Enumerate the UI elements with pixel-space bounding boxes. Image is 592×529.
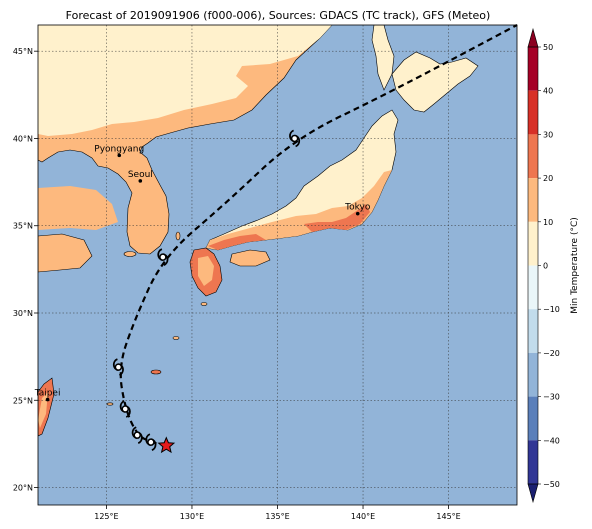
- colorbar-band: [528, 47, 538, 91]
- y-tick-label: 35°N: [13, 222, 33, 231]
- colorbar-tick-label: 20: [543, 174, 553, 183]
- colorbar-band: [528, 90, 538, 135]
- colorbar-band: [528, 352, 538, 397]
- x-tick-label: 135°E: [265, 512, 289, 521]
- y-tick-label: 45°N: [13, 47, 33, 56]
- typhoon-marker: [131, 426, 143, 445]
- colorbar-tick-label: 50: [543, 43, 553, 52]
- city-label: Tokyo: [344, 203, 371, 213]
- colorbar-tick-label: −40: [543, 436, 560, 445]
- honshu-hot-band: [304, 204, 370, 232]
- colorbar-tick-label: −30: [543, 393, 560, 402]
- colorbar-band: [528, 221, 538, 266]
- city-dot: [117, 153, 122, 158]
- okinawa-island: [150, 369, 162, 375]
- colorbar: 50 40 30 20 10 0 −10 −20 −30 −40 −50 Min Temperatur…: [527, 27, 580, 504]
- map-panel: Pyongyang Seoul Tokyo Taipei 125°E 130°E 135°…: [13, 24, 518, 521]
- typhoon-marker: [289, 129, 301, 148]
- colorbar-tick-label: 10: [543, 218, 553, 227]
- taiwan-inner: [38, 392, 48, 428]
- colorbar-band: [528, 309, 538, 353]
- city-dot: [355, 211, 360, 216]
- tsushima-island: [175, 231, 181, 241]
- grid: [38, 25, 517, 505]
- colorbar-tick-label: −50: [543, 480, 560, 489]
- lowland-coast-patch: [38, 186, 118, 230]
- x-tick-label: 130°E: [180, 512, 204, 521]
- mainland-cool-region: [38, 25, 332, 136]
- colorbar-tick-label: −20: [543, 349, 560, 358]
- colorbar-label: Min Temperature (°C): [570, 217, 580, 314]
- jeju-island: [123, 251, 137, 257]
- typhoon-marker: [112, 358, 124, 376]
- colorbar-tick-label: 0: [543, 262, 548, 271]
- china-south-coast: [38, 233, 93, 273]
- current-position-star-icon: [157, 436, 176, 454]
- x-tick-label: 145°E: [436, 512, 460, 521]
- y-tick-label: 30°N: [13, 309, 33, 318]
- city-label: Pyongyang: [94, 144, 144, 154]
- sakhalin: [371, 25, 395, 91]
- colorbar-band: [528, 440, 538, 484]
- track-line: [119, 24, 518, 447]
- hokkaido: [391, 51, 479, 113]
- colorbar-band: [528, 134, 538, 179]
- honshu-hot-band-west: [208, 234, 266, 250]
- colorbar-under-arrow: [527, 483, 539, 504]
- shikoku: [229, 249, 271, 267]
- typhoon-marker: [157, 248, 169, 266]
- colorbar-band: [528, 396, 538, 441]
- city-dot: [138, 179, 143, 183]
- city-dot: [45, 397, 50, 402]
- colorbar-band: [528, 265, 538, 310]
- city-label: Seoul: [128, 170, 153, 180]
- colorbar-over-arrow: [527, 27, 539, 48]
- city-label: Taipei: [34, 389, 61, 399]
- chart-title: Forecast of 2019091906 (f000-006), Sourc…: [66, 9, 491, 22]
- x-tick-label: 140°E: [351, 512, 375, 521]
- colorbar-tick-label: 30: [543, 130, 553, 139]
- colorbar-tick-label: 40: [543, 87, 553, 96]
- colorbar-tick-label: −10: [543, 305, 560, 314]
- y-tick-label: 25°N: [13, 396, 33, 405]
- axis-ticks: 125°E 130°E 135°E 140°E 145°E 20°N 25°N 30°N 35°…: [13, 47, 461, 521]
- amami-island: [172, 336, 180, 340]
- x-tick-label: 125°E: [94, 512, 118, 521]
- colorbar-band: [528, 178, 538, 222]
- ryukyu-islet: [106, 402, 114, 406]
- yakushima-island: [200, 302, 208, 306]
- city-markers: Pyongyang Seoul Tokyo Taipei: [34, 144, 371, 402]
- typhoon-track: [112, 24, 518, 454]
- honshu-warm-band: [206, 170, 392, 250]
- kyushu-inner: [198, 256, 214, 286]
- y-tick-label: 20°N: [13, 484, 33, 493]
- typhoon-marker: [145, 433, 157, 451]
- y-tick-label: 40°N: [13, 134, 33, 143]
- typhoon-marker: [119, 400, 131, 418]
